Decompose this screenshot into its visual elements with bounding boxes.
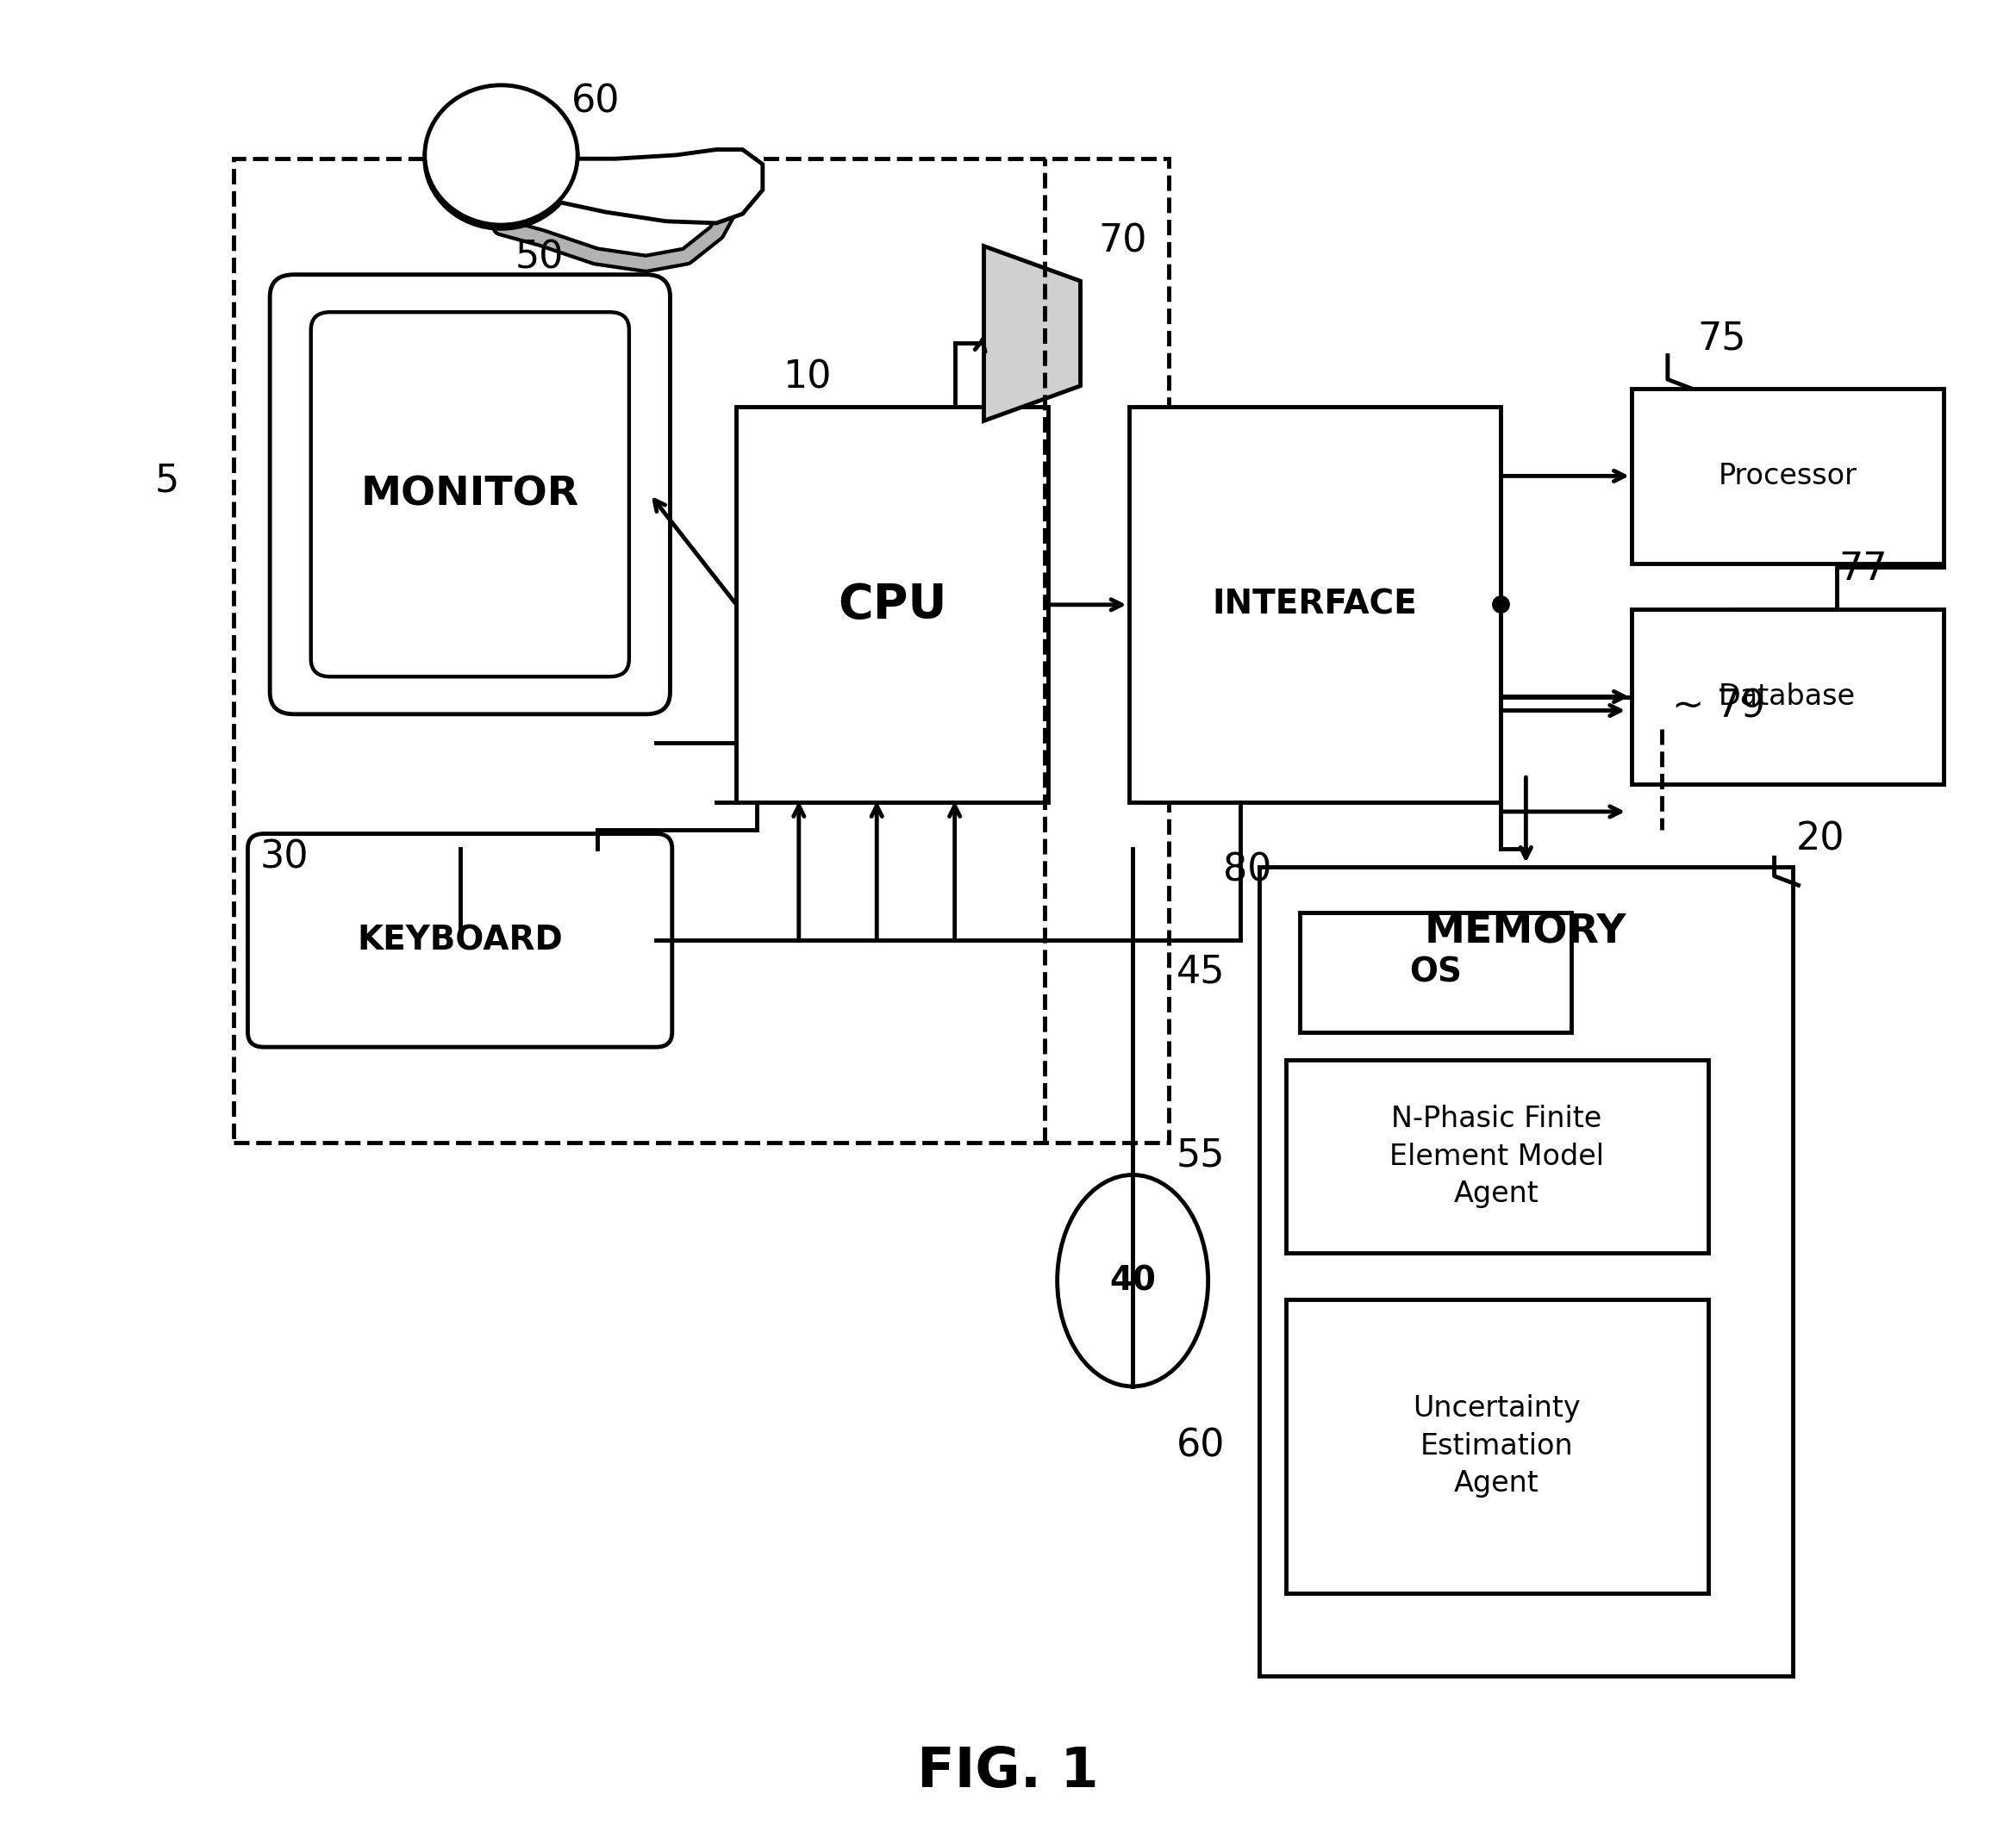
FancyBboxPatch shape	[270, 275, 669, 714]
FancyBboxPatch shape	[248, 833, 671, 1047]
Text: N-Phasic Finite
Element Model
Agent: N-Phasic Finite Element Model Agent	[1389, 1105, 1605, 1208]
Bar	[1631, 609, 1943, 784]
Polygon shape	[502, 149, 762, 223]
Polygon shape	[984, 245, 1081, 420]
Text: KEYBOARD: KEYBOARD	[357, 924, 562, 957]
Text: 45: 45	[1177, 953, 1226, 990]
Text: MEMORY: MEMORY	[1425, 913, 1627, 952]
Text: ~ 79: ~ 79	[1671, 688, 1764, 725]
Bar	[1129, 408, 1500, 802]
Text: Uncertainty
Estimation
Agent: Uncertainty Estimation Agent	[1413, 1394, 1581, 1497]
Text: 55: 55	[1177, 1138, 1226, 1175]
Bar	[1286, 1060, 1708, 1254]
Text: 30: 30	[260, 839, 308, 876]
Text: 60: 60	[1177, 1427, 1226, 1464]
Text: FIG. 1: FIG. 1	[917, 1744, 1099, 1798]
Text: INTERFACE: INTERFACE	[1212, 588, 1417, 621]
Bar	[1300, 913, 1570, 1033]
Text: 60: 60	[573, 83, 621, 120]
Bar	[234, 159, 1169, 1143]
Text: 80: 80	[1224, 852, 1272, 889]
Text: 40: 40	[1109, 1265, 1155, 1296]
Text: 5: 5	[155, 463, 179, 500]
Circle shape	[425, 89, 579, 229]
Ellipse shape	[1056, 1175, 1208, 1387]
Text: Processor: Processor	[1718, 461, 1857, 491]
Text: Database: Database	[1720, 682, 1857, 712]
Text: CPU: CPU	[839, 581, 948, 629]
Text: 75: 75	[1697, 321, 1746, 358]
Bar	[736, 408, 1048, 802]
Circle shape	[425, 85, 579, 225]
Bar	[1631, 389, 1943, 564]
Bar	[1260, 867, 1792, 1676]
Text: 10: 10	[782, 360, 831, 396]
Text: 77: 77	[1839, 550, 1887, 586]
FancyBboxPatch shape	[310, 312, 629, 677]
Text: 50: 50	[516, 240, 564, 277]
Bar	[1286, 1298, 1708, 1593]
Text: MONITOR: MONITOR	[361, 476, 579, 514]
Text: 70: 70	[1099, 223, 1147, 260]
Text: 20: 20	[1796, 821, 1845, 857]
Text: OS: OS	[1409, 957, 1462, 988]
